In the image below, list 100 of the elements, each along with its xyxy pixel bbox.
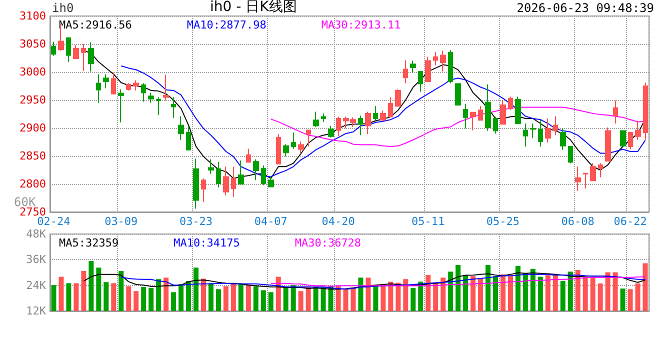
candlestick	[313, 111, 319, 128]
candlestick	[463, 103, 468, 130]
line-series	[120, 65, 646, 178]
candlestick	[613, 100, 618, 124]
candlestick	[635, 120, 641, 140]
candlestick	[118, 88, 124, 123]
candlestick	[283, 144, 289, 158]
text: MA30:2913.11	[321, 18, 401, 32]
candlestick	[500, 100, 506, 125]
candlestick	[403, 60, 408, 84]
candlestick	[455, 83, 461, 106]
candlestick	[410, 60, 416, 74]
candlestick	[470, 112, 476, 131]
candlestick	[380, 110, 386, 122]
candlestick	[261, 165, 266, 186]
candlestick	[96, 74, 101, 104]
candlestick	[321, 112, 326, 122]
candlestick	[448, 50, 453, 84]
candlestick	[268, 176, 274, 188]
candlestick	[545, 118, 551, 144]
candlestick	[246, 148, 251, 163]
candlestick	[171, 96, 176, 118]
candlestick	[425, 56, 431, 82]
candlestick	[560, 128, 566, 150]
candlestick	[73, 44, 79, 60]
candlestick	[88, 42, 94, 72]
candlestick	[523, 123, 528, 147]
candlestick	[298, 140, 304, 154]
y-tick-label: 3050	[20, 38, 46, 50]
candlestick	[111, 72, 116, 94]
y-tick-label: 2900	[20, 122, 46, 134]
candlestick	[103, 74, 109, 89]
y-tick-label: 12K	[26, 304, 46, 318]
candlestick	[515, 96, 521, 125]
candlestick	[590, 162, 596, 182]
y-tick-label: 3100	[20, 10, 46, 22]
candlestick	[126, 82, 131, 91]
x-tick-label: 03-23	[179, 215, 213, 228]
y-tick-label: 48K	[26, 228, 46, 240]
text: MA30:36728	[294, 236, 362, 250]
candlestick	[156, 96, 161, 116]
candlestick	[493, 116, 498, 134]
y-tick-label: 36K	[26, 253, 46, 266]
candlestick	[440, 50, 446, 72]
x-tick-label: 06-08	[561, 215, 594, 228]
y-tick-label: 24K	[26, 278, 46, 292]
y-tick-label: 2850	[20, 150, 46, 162]
candlestick	[328, 125, 334, 138]
candlestick	[538, 120, 543, 147]
line-series	[270, 106, 646, 147]
candlestick	[373, 106, 378, 121]
candlestick	[186, 125, 191, 151]
candlestick	[395, 88, 401, 108]
candlestick	[81, 44, 86, 72]
candlestick	[208, 158, 214, 174]
candlestick	[253, 158, 259, 181]
candlestick	[201, 178, 206, 202]
candlestick	[365, 111, 371, 135]
candlestick	[223, 166, 229, 196]
text: MA10:34175	[174, 236, 240, 250]
x-tick-label: 04-07	[254, 215, 288, 228]
candlestick	[306, 130, 311, 147]
candlestick	[478, 106, 483, 121]
candlestick	[66, 36, 71, 62]
candlestick	[148, 92, 154, 104]
candlestick	[336, 116, 341, 136]
text: MA5:2916.56	[59, 18, 132, 32]
candlestick	[358, 115, 363, 136]
y-tick-label: 3000	[20, 66, 46, 78]
candlestick	[141, 82, 146, 102]
x-tick-label: 04-20	[322, 215, 355, 228]
y-tick-label: 2800	[20, 178, 46, 190]
y-tick-label: 2950	[20, 94, 46, 106]
text: ih0	[52, 1, 74, 15]
candlestick	[163, 74, 169, 102]
x-tick-label: 06-22	[614, 215, 647, 228]
candlestick	[193, 158, 199, 210]
line-series	[83, 50, 646, 179]
candlestick	[231, 166, 236, 198]
text: 2026-06-23 09:48:39	[516, 1, 654, 15]
candlestick	[553, 116, 558, 136]
line-series	[270, 276, 646, 287]
candlestick	[388, 96, 393, 118]
candlestick	[418, 70, 423, 92]
candlestick	[583, 172, 588, 189]
candlestick	[238, 160, 244, 184]
candlestick	[216, 162, 221, 188]
candlestick	[178, 116, 184, 140]
candlestick	[276, 134, 281, 164]
candlestick	[628, 132, 633, 150]
candlestick	[433, 51, 438, 66]
x-tick-label: 05-11	[412, 215, 445, 228]
candlestick	[485, 84, 491, 132]
candlestick	[568, 146, 573, 164]
candlestick	[620, 130, 626, 147]
candlestick	[598, 162, 603, 178]
candlestick	[133, 80, 139, 91]
text: MA10:2877.98	[186, 18, 266, 32]
candlestick	[51, 41, 56, 56]
candlestick	[575, 166, 581, 192]
